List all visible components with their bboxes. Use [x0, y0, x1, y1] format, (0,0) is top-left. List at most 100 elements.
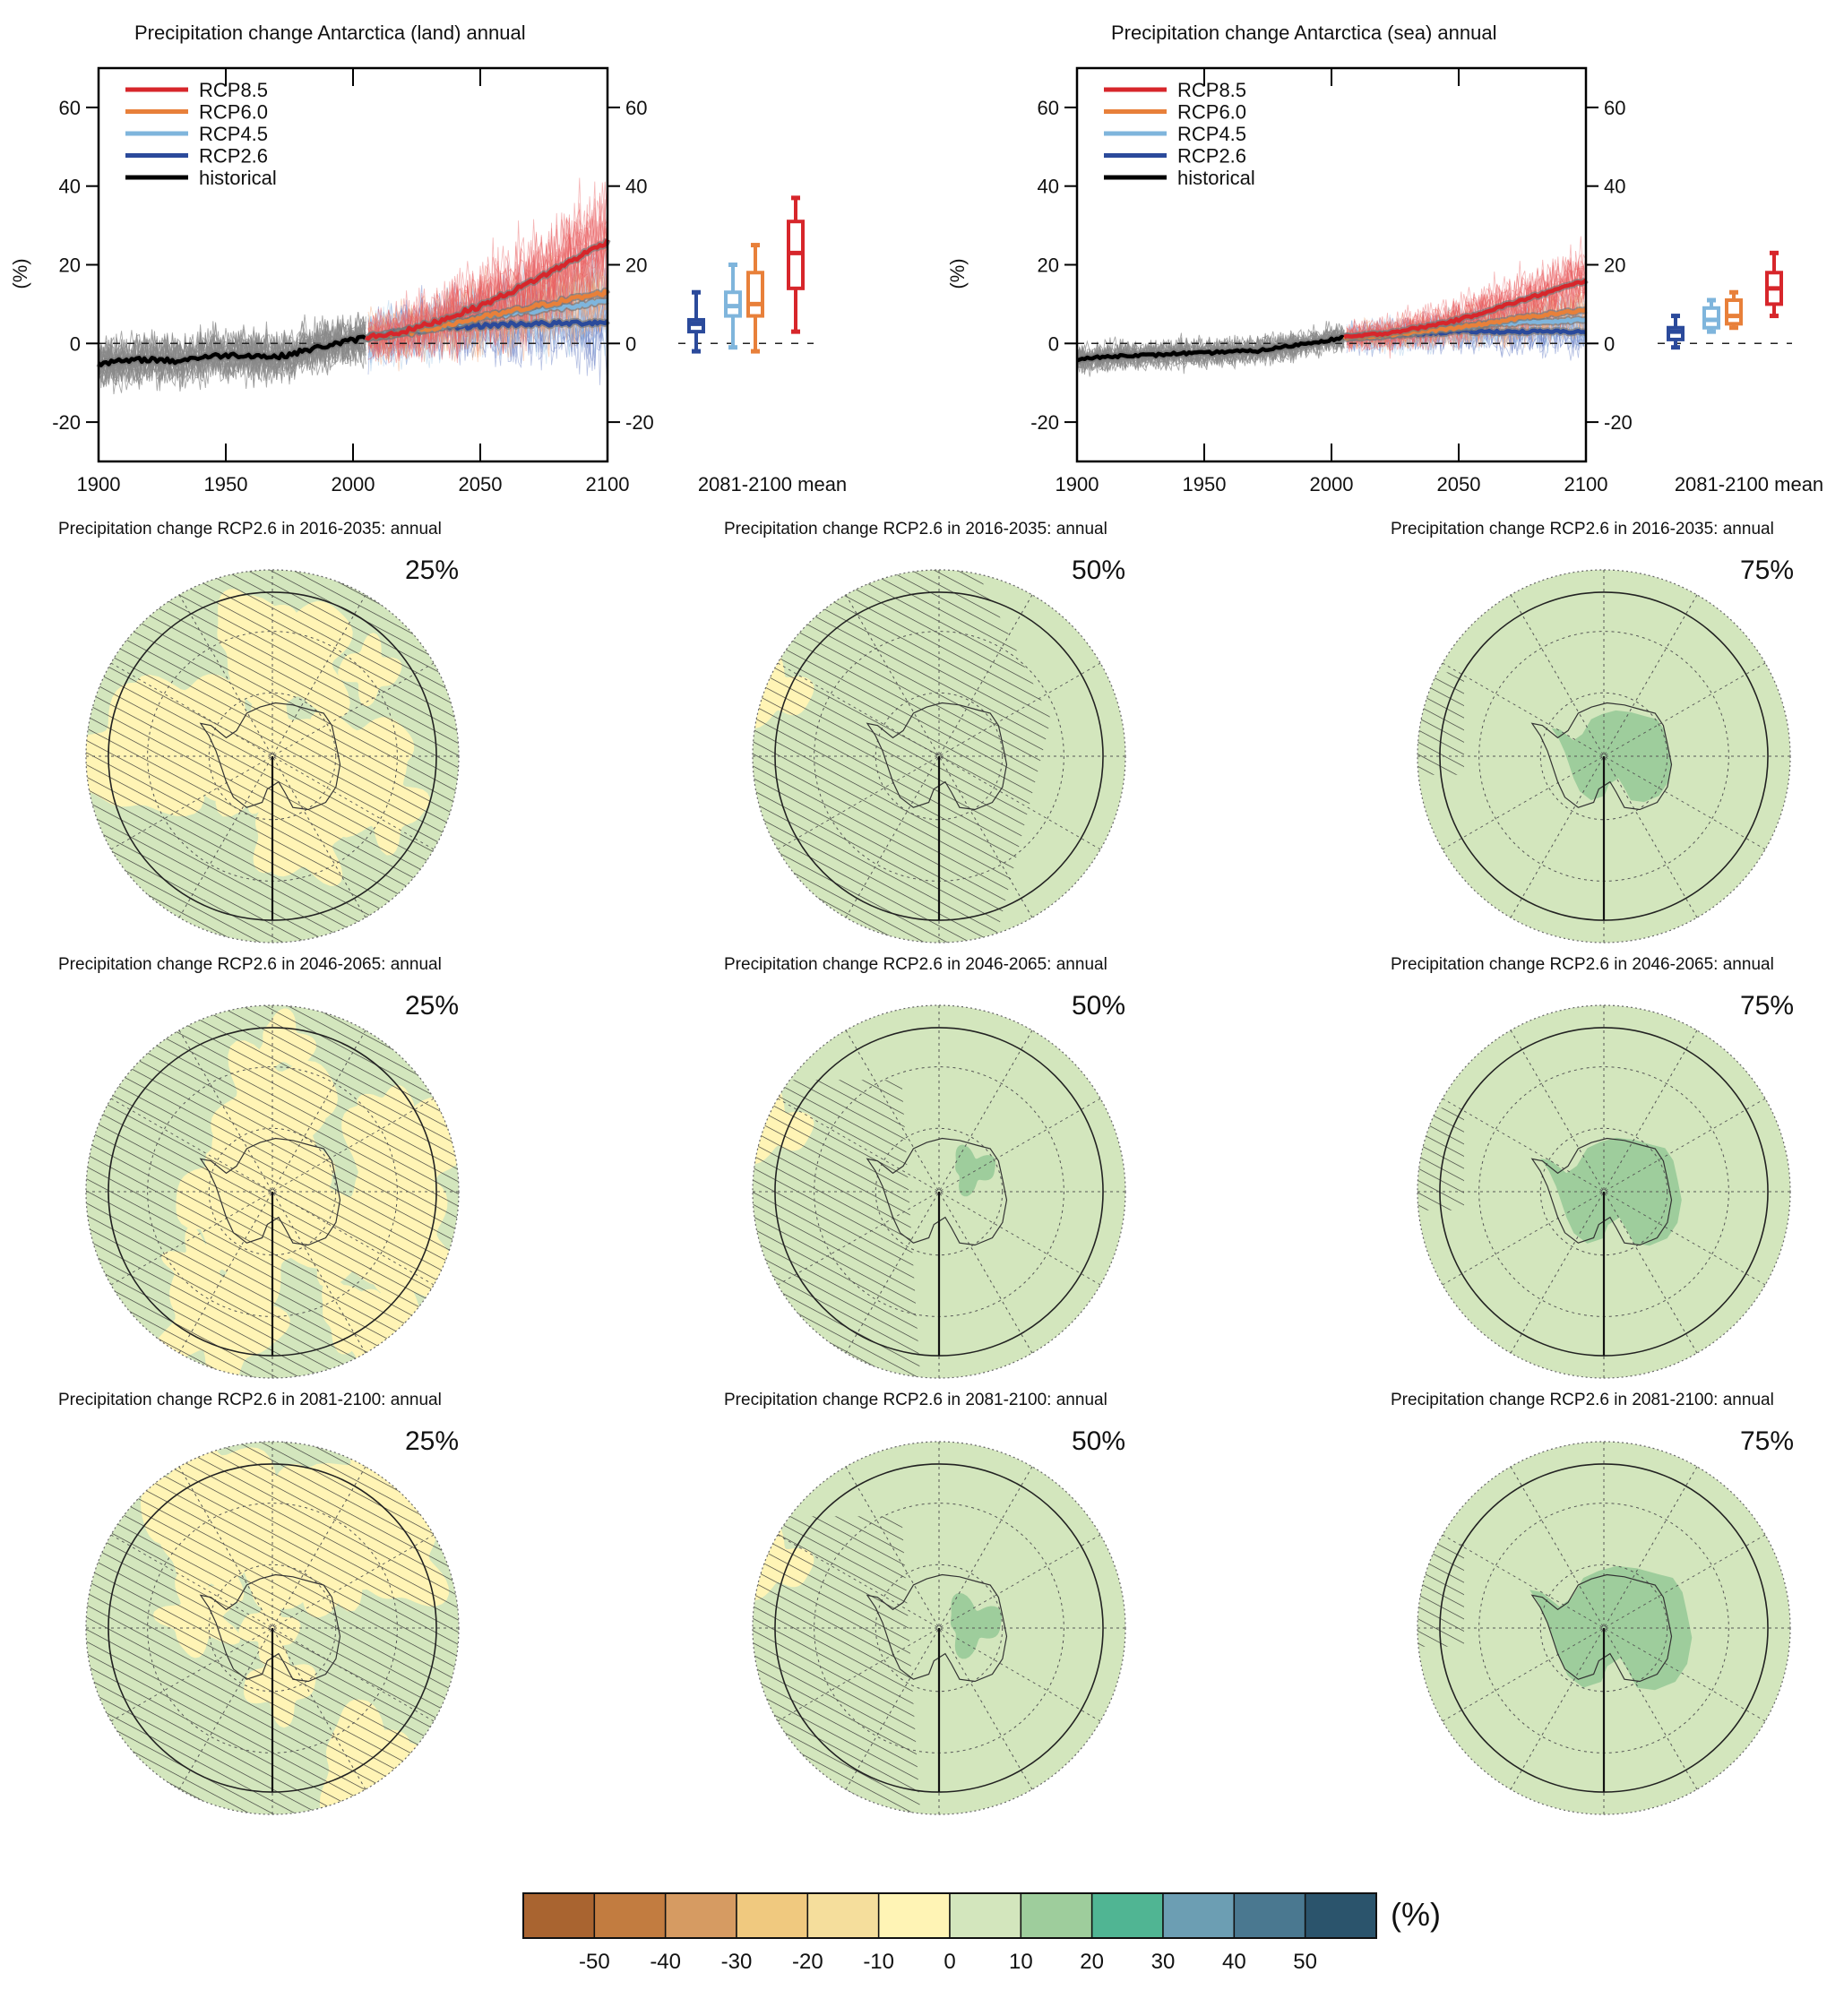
boxplot-rcp85	[787, 195, 805, 334]
map-panel-title: Precipitation change RCP2.6 in 2016-2035…	[58, 520, 442, 538]
colorbar-tick-label: 10	[1008, 1950, 1033, 1974]
map-panel	[752, 569, 1126, 943]
significance-hatching	[753, 1080, 921, 1378]
map-panel	[85, 1441, 460, 1815]
colorbar-cell	[593, 1892, 667, 1939]
colorbar-cell	[664, 1892, 737, 1939]
legend-label: RCP2.6	[199, 145, 268, 168]
map-panel-title: Precipitation change RCP2.6 in 2016-2035…	[1391, 520, 1774, 538]
x-tick-label: 2100	[586, 473, 630, 495]
y-tick-label-right: 0	[625, 332, 636, 355]
colorbar-cell	[806, 1892, 880, 1939]
boxplot-rcp60	[1725, 289, 1743, 331]
percentile-label: 25%	[405, 556, 460, 585]
legend-label: historical	[199, 167, 277, 189]
x-tick-label: 1950	[1183, 473, 1227, 495]
latitude-circle	[208, 1127, 337, 1256]
x-tick-label: 2000	[1310, 473, 1354, 495]
legend-label: RCP6.0	[199, 101, 268, 124]
colorbar-tick-label: 30	[1150, 1950, 1176, 1974]
rcp85-member-line	[1346, 253, 1587, 344]
percentile-label: 50%	[1072, 1426, 1126, 1456]
colorbar-tick-label: -50	[578, 1950, 610, 1974]
rcp85-mean-line	[365, 238, 610, 341]
y-tick-label-left: 20	[1038, 254, 1059, 277]
map-panels	[85, 569, 1791, 1815]
percentile-label: 50%	[1072, 556, 1126, 585]
boxplot-rcp85	[1765, 250, 1783, 319]
colorbar-cell	[1020, 1892, 1093, 1939]
y-tick-label-left: 0	[70, 332, 81, 355]
colorbar-cell	[522, 1892, 596, 1939]
colorbar-tick-label: -40	[650, 1950, 681, 1974]
latitude-circle	[875, 1564, 1004, 1693]
y-tick-label-right: -20	[625, 411, 654, 434]
legend-label: historical	[1177, 167, 1255, 189]
x-tick-label: 2050	[459, 473, 503, 495]
rcp85-member-line	[367, 199, 608, 364]
antarctica-coastline	[199, 1573, 341, 1683]
map-edge	[85, 1004, 460, 1379]
rcp26-member-line	[367, 265, 608, 366]
latitude-circle	[875, 692, 1004, 821]
map-edge	[752, 569, 1126, 943]
colorbar-cell	[877, 1892, 951, 1939]
x-tick-label: 2100	[1564, 473, 1608, 495]
antarctica-coastline	[866, 702, 1008, 811]
y-tick-label-right: -20	[1604, 411, 1633, 434]
antarctica-coastline	[199, 1137, 341, 1246]
antarctica-coastline	[1530, 1573, 1673, 1683]
latitude-circle	[1539, 1127, 1668, 1256]
latitude-circle	[208, 1564, 337, 1693]
map-edge	[1417, 1441, 1791, 1815]
legend-label: RCP8.5	[1177, 79, 1246, 101]
colorbar-frame	[522, 1892, 1377, 1939]
map-panel	[85, 569, 460, 943]
sea-chart-title: Precipitation change Antarctica (sea) an…	[1111, 22, 1497, 44]
map-panel	[1417, 1004, 1791, 1379]
map-panel-title: Precipitation change RCP2.6 in 2081-2100…	[58, 1391, 442, 1409]
antarctica-coastline	[1530, 1137, 1673, 1246]
y-tick-label-left: -20	[52, 411, 81, 434]
historical-member-line	[98, 324, 366, 384]
colorbar-cell	[1162, 1892, 1236, 1939]
antarctica-coastline	[866, 1573, 1008, 1683]
boxplot-rcp45	[1702, 297, 1720, 334]
latitude-circle	[1539, 1564, 1668, 1693]
rcp26-member-line	[1346, 302, 1587, 355]
legend-label: RCP4.5	[199, 123, 268, 145]
colorbar-cell	[1233, 1892, 1306, 1939]
boxplots-2081-2100: 2081-2100 mean	[1658, 250, 1823, 495]
x-tick-label: 2000	[332, 473, 375, 495]
boxplot-rcp45	[724, 263, 742, 350]
y-axis-label: (%)	[9, 258, 31, 289]
positive-change-region	[1529, 1565, 1693, 1691]
map-panel	[85, 1004, 460, 1379]
map-panel-title: Precipitation change RCP2.6 in 2046-2065…	[724, 955, 1107, 974]
colorbar-cell	[1090, 1892, 1164, 1939]
y-tick-label-left: 40	[59, 176, 81, 198]
rcp85-mean-line	[1343, 278, 1588, 340]
map-edge	[752, 1004, 1126, 1379]
land-chart: 1900 1950 2000 2050 2100 -20 -20 0 0 20 20 40 40 60 60…	[9, 66, 847, 495]
map-panel-title: Precipitation change RCP2.6 in 2046-2065…	[58, 955, 442, 974]
x-tick-label: 1900	[77, 473, 121, 495]
map-panel-title: Precipitation change RCP2.6 in 2016-2035…	[724, 520, 1107, 538]
map-edge	[752, 1441, 1126, 1815]
map-panel	[752, 1004, 1126, 1379]
colorbar-cell	[736, 1892, 809, 1939]
antarctica-coastline	[866, 1137, 1008, 1246]
colorbar-unit-label: (%)	[1391, 1896, 1441, 1933]
land-chart-title: Precipitation change Antarctica (land) a…	[134, 22, 526, 44]
boxplot-rcp60	[746, 243, 764, 354]
y-tick-label-left: 20	[59, 254, 81, 277]
latitude-circle	[208, 692, 337, 821]
map-panel	[752, 1441, 1126, 1815]
rcp85-member-line	[1346, 256, 1587, 342]
rcp26-member-line	[1346, 296, 1587, 355]
map-panel	[1417, 1441, 1791, 1815]
positive-change-region	[1551, 710, 1672, 803]
y-tick-label-right: 40	[1604, 176, 1625, 198]
